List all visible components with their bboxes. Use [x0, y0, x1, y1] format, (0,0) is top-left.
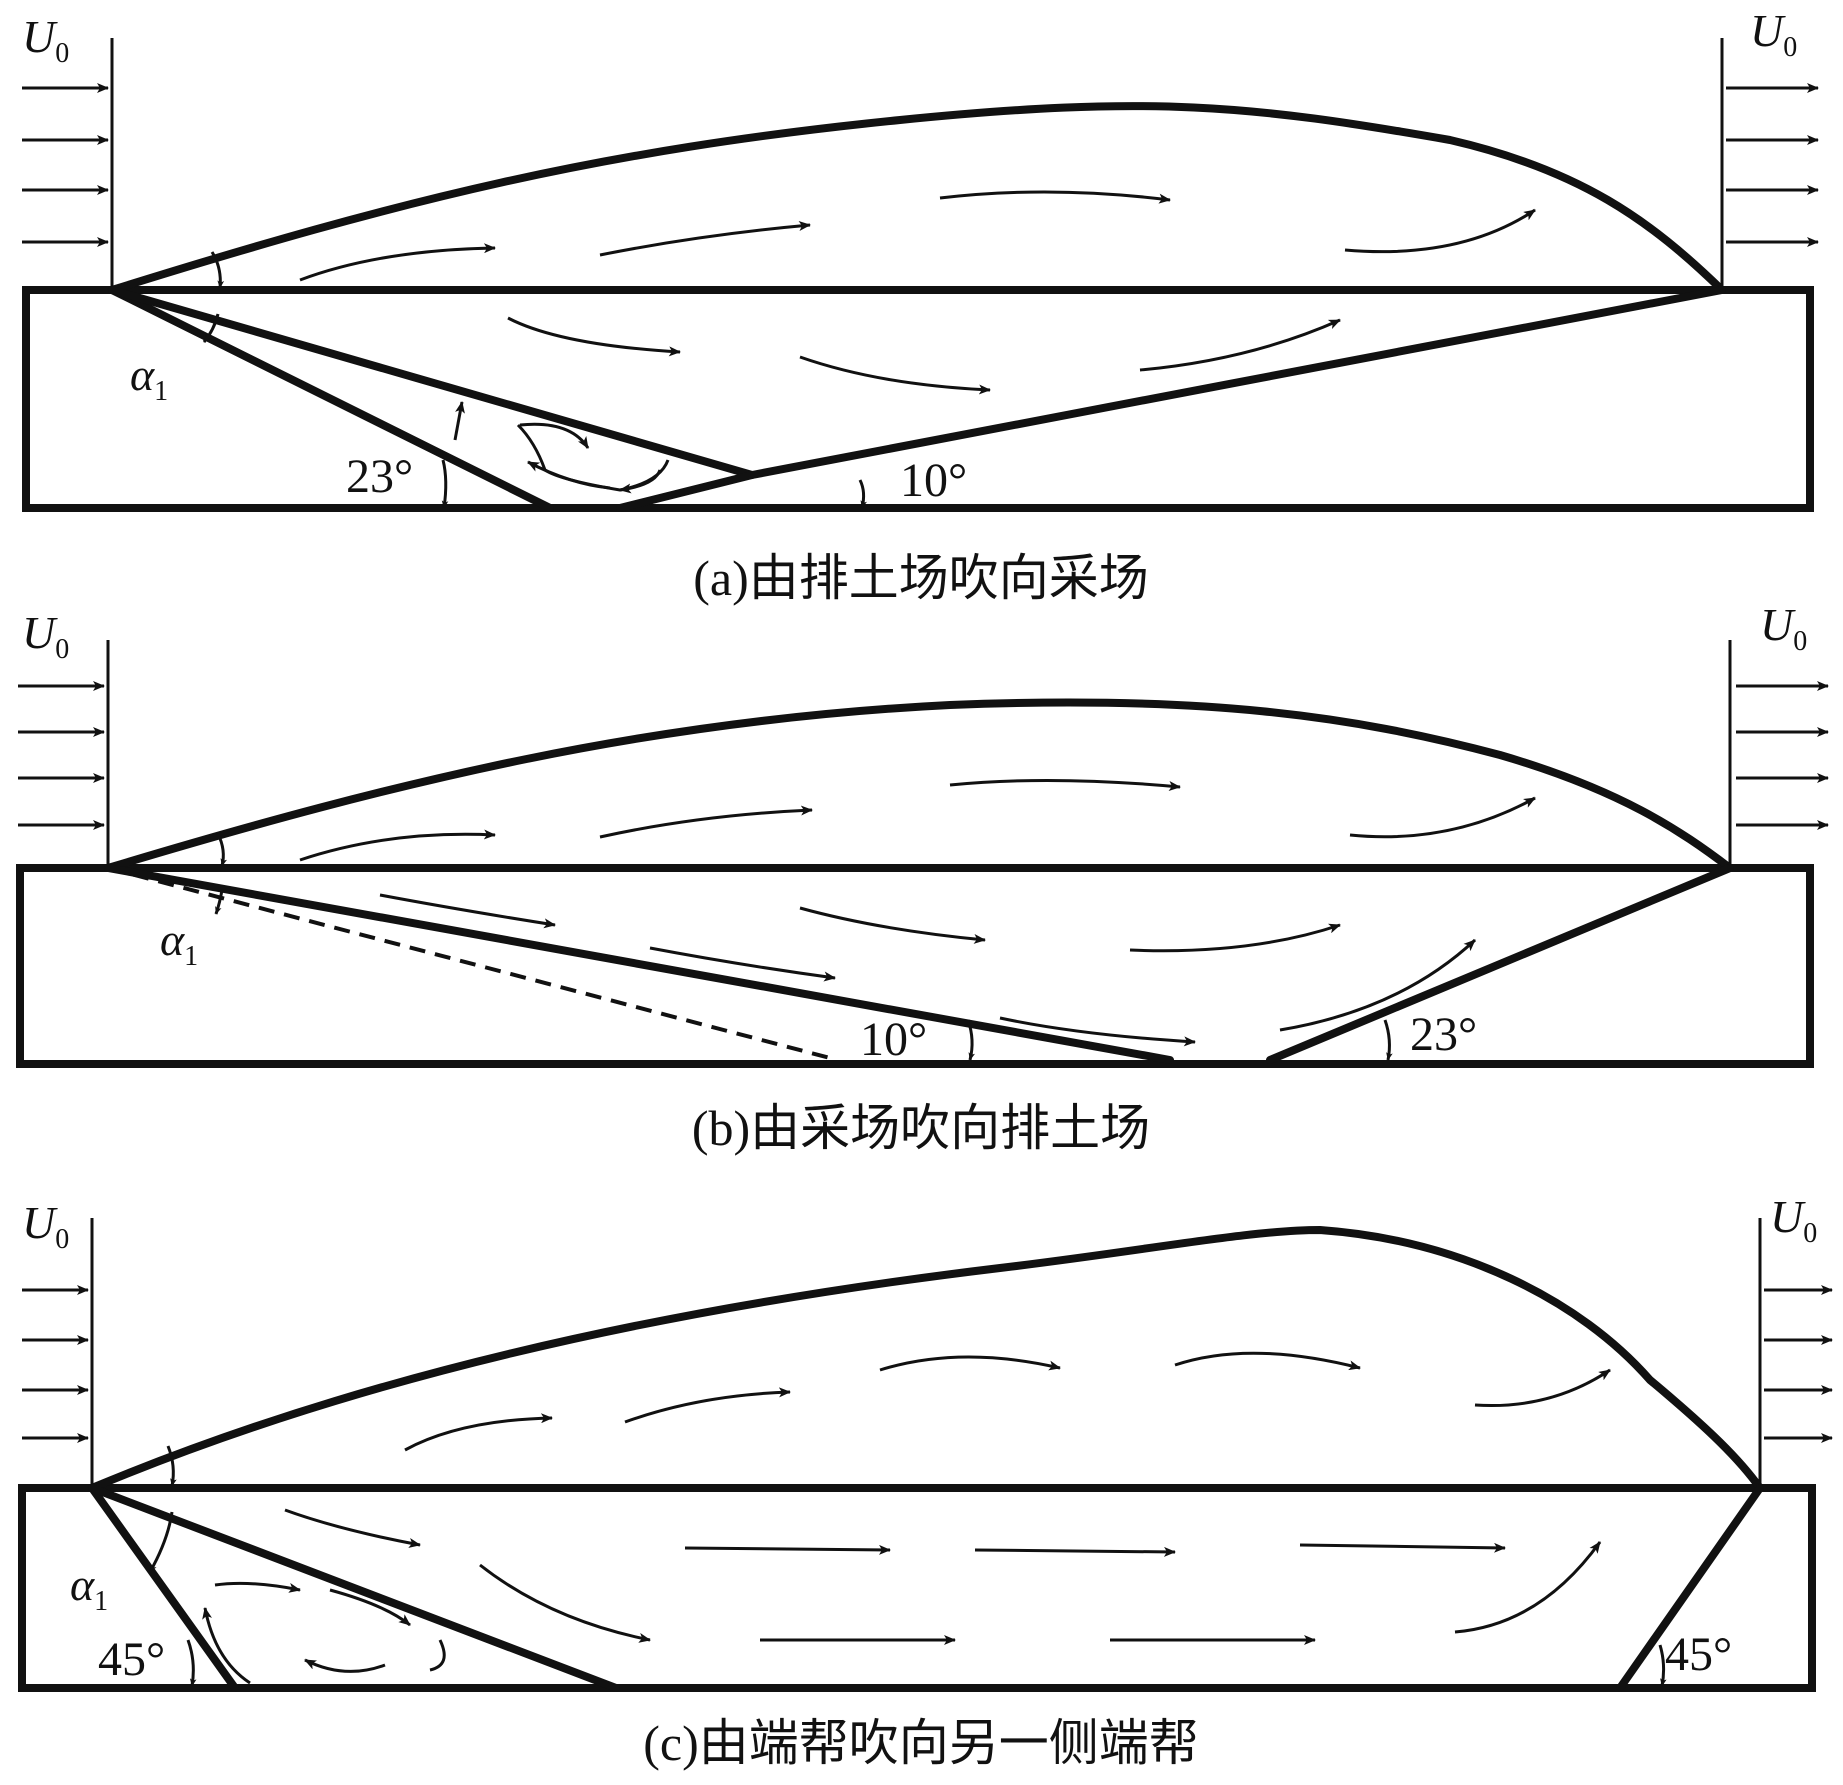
- outflow-profile-b: U0: [1728, 599, 1829, 868]
- ground-block-b: [16, 864, 1814, 1068]
- caption-b: (b)由采场吹向排土场: [692, 1100, 1150, 1156]
- flow-arrows-above-b: [299, 778, 1536, 862]
- flow-arrows-pit-c: [202, 1508, 1602, 1685]
- shear-line-a: [108, 286, 756, 479]
- ground-block-c: [18, 1484, 1816, 1692]
- angle-marks-a: [202, 251, 868, 509]
- flow-envelope-a: [108, 102, 1726, 294]
- flow-arrows-pit-a: [453, 316, 1341, 494]
- stope-slope-a: [616, 286, 1726, 512]
- outflow-profile-a: U0: [1720, 5, 1819, 290]
- caption-a: (a)由排土场吹向采场: [693, 550, 1149, 606]
- end-slope-left-c: [88, 1484, 239, 1692]
- flow-arrows-pit-b: [379, 893, 1477, 1047]
- inflow-profile-b: U0: [18, 607, 110, 868]
- waste-dump-slope-a: [108, 286, 554, 512]
- caption-c: (c)由端帮吹向另一侧端帮: [643, 1715, 1199, 1771]
- original-slope-dashed-b: [107, 866, 831, 1060]
- end-slope-right-c: [1616, 1484, 1764, 1692]
- inflow-profile-c: U0: [22, 1197, 94, 1488]
- angle-label-b-2: 23°: [1410, 1008, 1477, 1061]
- panel-a: U0 U0: [22, 5, 1819, 606]
- wind-speed-label-right: U0: [1760, 599, 1807, 657]
- waste-dump-slope-b: [1266, 864, 1734, 1064]
- wind-speed-label-left: U0: [22, 607, 69, 665]
- flow-envelope-c: [88, 1226, 1764, 1492]
- outflow-profile-c: U0: [1758, 1191, 1833, 1488]
- stope-slope-b: [104, 864, 1174, 1064]
- panel-c: U0 U0: [18, 1191, 1833, 1771]
- angle-alpha-label-a: α1: [130, 349, 168, 407]
- angle-label-b-1: 10°: [860, 1013, 927, 1066]
- wind-speed-label-left: U0: [22, 1197, 69, 1255]
- flow-arrows-above-c: [404, 1351, 1611, 1452]
- angle-marks-b: [214, 833, 1393, 1061]
- inflow-profile-a: U0: [22, 11, 114, 290]
- flow-envelope-b: [104, 698, 1734, 872]
- angle-alpha-label-b: α1: [160, 914, 198, 972]
- flow-arrows-above-a: [299, 190, 1536, 282]
- shear-line-c: [88, 1484, 620, 1692]
- angle-label-c-1: 45°: [98, 1633, 165, 1686]
- angle-alpha-label-c: α1: [70, 1559, 108, 1617]
- ground-block-a: [22, 286, 1814, 512]
- wind-speed-label-left: U0: [22, 11, 69, 69]
- angle-label-c-2: 45°: [1665, 1628, 1732, 1681]
- wind-speed-label-right: U0: [1770, 1191, 1817, 1249]
- panel-b: U0 U0: [16, 599, 1829, 1156]
- angle-label-a-1: 23°: [346, 450, 413, 503]
- angle-marks-c: [148, 1445, 1667, 1687]
- wind-speed-label-right: U0: [1750, 5, 1797, 63]
- angle-label-a-2: 10°: [900, 454, 967, 507]
